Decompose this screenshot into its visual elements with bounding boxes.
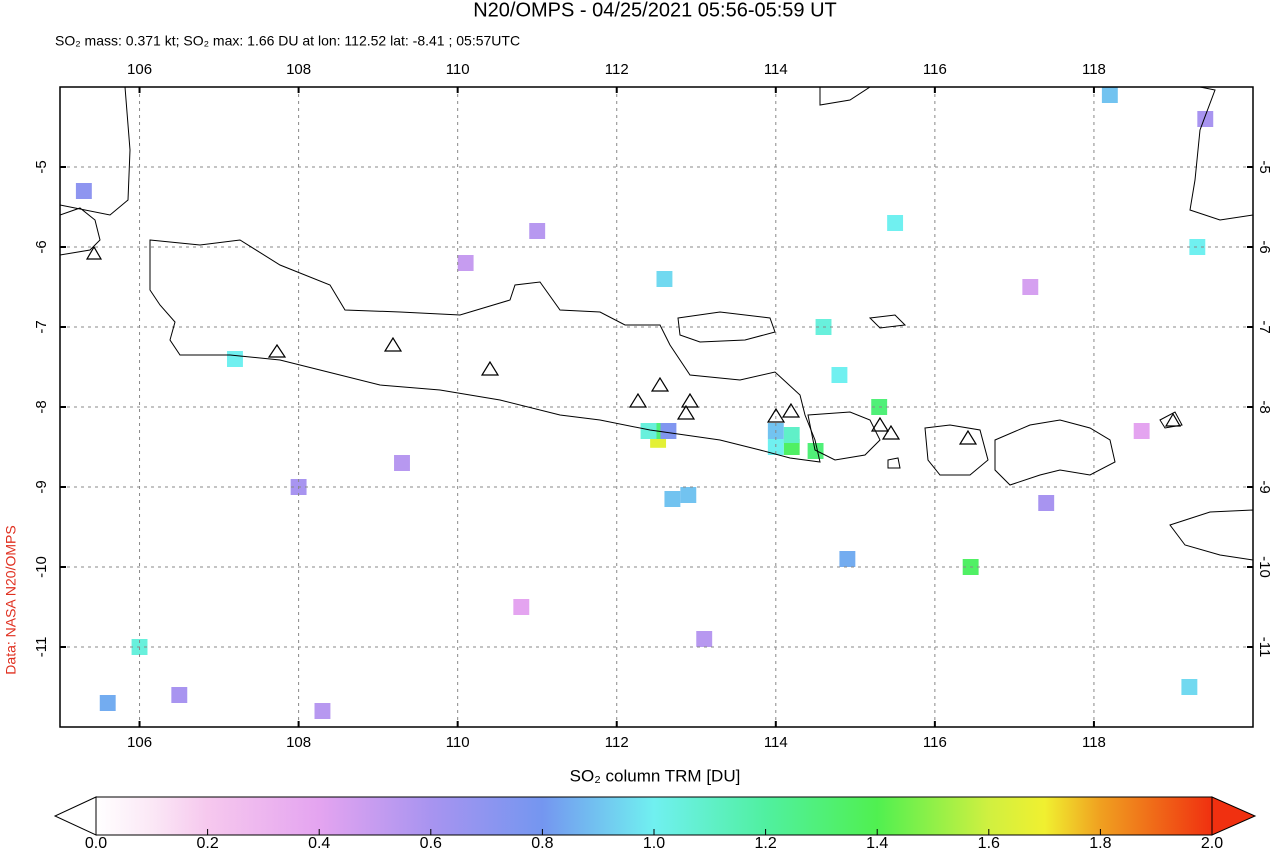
pixel-layer bbox=[75, 87, 1214, 719]
y-tick-label: -5 bbox=[1256, 160, 1272, 173]
so2-pixel bbox=[314, 703, 331, 719]
so2-pixel bbox=[513, 599, 530, 615]
x-tick-label: 108 bbox=[286, 734, 311, 751]
title: N20/OMPS - 04/25/2021 05:56-05:59 UT bbox=[473, 0, 837, 21]
colorbar-tick-label: 1.8 bbox=[1089, 835, 1111, 852]
y-tick-label: -7 bbox=[33, 320, 50, 333]
colorbar-tick-label: 2.0 bbox=[1201, 835, 1223, 852]
y-tick-label: -10 bbox=[1256, 556, 1272, 578]
y-tick-label: -6 bbox=[33, 240, 50, 253]
so2-pixel bbox=[1101, 87, 1118, 103]
coast-bali bbox=[807, 411, 881, 461]
coast-sumba bbox=[1169, 509, 1253, 561]
y-tick-label: -5 bbox=[33, 160, 50, 173]
so2-pixel bbox=[807, 443, 824, 459]
x-tick-label: 110 bbox=[446, 61, 470, 78]
colorbar-over bbox=[1211, 796, 1257, 836]
so2-pixel bbox=[664, 491, 681, 507]
colorbar-tick-label: 0.0 bbox=[85, 835, 107, 852]
so2-pixel bbox=[1022, 279, 1039, 295]
so2-pixel bbox=[839, 551, 856, 567]
y-tick-label: -9 bbox=[1256, 480, 1272, 493]
x-tick-label: 108 bbox=[286, 61, 311, 78]
so2-pixel bbox=[656, 271, 673, 287]
colorbar-tick-label: 0.4 bbox=[308, 835, 330, 852]
so2-pixel bbox=[696, 631, 713, 647]
volcanoes bbox=[85, 245, 1182, 445]
so2-pixel bbox=[227, 351, 243, 367]
so2-pixel bbox=[529, 223, 546, 239]
y-tick-label: -11 bbox=[33, 637, 50, 658]
x-tick-label: 116 bbox=[923, 734, 947, 751]
so2-pixel bbox=[640, 423, 657, 439]
coast-lombok bbox=[924, 424, 989, 476]
y-tick-label: -8 bbox=[33, 400, 50, 413]
x-tick-label: 106 bbox=[127, 61, 152, 78]
so2-pixel bbox=[1133, 423, 1150, 439]
colorbar-under bbox=[53, 796, 97, 836]
y-tick-label: -8 bbox=[1256, 400, 1272, 413]
y-tick-label: -7 bbox=[1256, 320, 1272, 333]
so2-pixel bbox=[1197, 111, 1214, 127]
so2-pixel bbox=[660, 423, 677, 439]
so2-pixel bbox=[680, 487, 697, 503]
coast-borneo bbox=[819, 87, 1253, 221]
y-tick-label: -10 bbox=[33, 556, 50, 578]
so2-pixel bbox=[887, 215, 904, 231]
x-tick-label: 110 bbox=[446, 734, 470, 751]
so2-pixel bbox=[99, 695, 116, 711]
y-tick-label: -6 bbox=[1256, 240, 1272, 253]
colorbar-tick-label: 1.4 bbox=[866, 835, 888, 852]
so2-pixel bbox=[75, 183, 92, 199]
x-tick-label: 118 bbox=[1082, 61, 1106, 78]
coast-madura bbox=[677, 311, 776, 343]
colorbar-tick-label: 0.2 bbox=[196, 835, 218, 852]
subtitle: SO₂ mass: 0.371 kt; SO₂ max: 1.66 DU at … bbox=[55, 33, 520, 49]
so2-pixel bbox=[394, 455, 410, 471]
so2-pixel bbox=[1189, 239, 1206, 255]
y-tick-label: -9 bbox=[33, 480, 50, 493]
colorbar-tick-label: 1.0 bbox=[643, 835, 665, 852]
grid bbox=[60, 87, 1253, 727]
colorbar bbox=[95, 796, 1213, 836]
colorbar-tick-label: 1.2 bbox=[754, 835, 776, 852]
so2-pixel bbox=[831, 367, 848, 383]
credit: Data: NASA N20/OMPS bbox=[3, 525, 19, 674]
coast-sumatra bbox=[60, 87, 131, 256]
coast-java bbox=[149, 239, 821, 463]
x-tick-label: 114 bbox=[764, 61, 788, 78]
coast-islets bbox=[868, 314, 1183, 469]
coastlines bbox=[60, 87, 1253, 561]
x-tick-label: 116 bbox=[923, 61, 947, 78]
volcano bbox=[85, 245, 1182, 445]
colorbar-tick-label: 1.6 bbox=[978, 835, 1000, 852]
x-tick-label: 114 bbox=[764, 734, 788, 751]
x-tick-label: 106 bbox=[127, 734, 152, 751]
x-tick-label: 112 bbox=[605, 61, 629, 78]
colorbar-tick-label: 0.6 bbox=[420, 835, 442, 852]
so2-pixel bbox=[457, 255, 474, 271]
axes: 106 106 108 108 110 110 112 112 114 114 116 116 118 1… bbox=[33, 61, 1272, 751]
so2-pixel bbox=[783, 427, 800, 443]
so2-pixel bbox=[1181, 679, 1198, 695]
so2-pixel bbox=[1038, 495, 1055, 511]
coast-sumbawa bbox=[994, 419, 1116, 486]
colorbar-tick-label: 0.8 bbox=[531, 835, 553, 852]
colorbar-ticks: 0.0 0.2 0.4 0.6 0.8 1.0 1.2 1.4 1.6 1.8 2.0 bbox=[85, 829, 1223, 852]
x-tick-label: 112 bbox=[605, 734, 629, 751]
so2-pixel bbox=[171, 687, 188, 703]
x-tick-label: 118 bbox=[1082, 734, 1106, 751]
colorbar-label: SO₂ column TRM [DU] bbox=[570, 766, 741, 785]
y-tick-label: -11 bbox=[1256, 637, 1272, 658]
